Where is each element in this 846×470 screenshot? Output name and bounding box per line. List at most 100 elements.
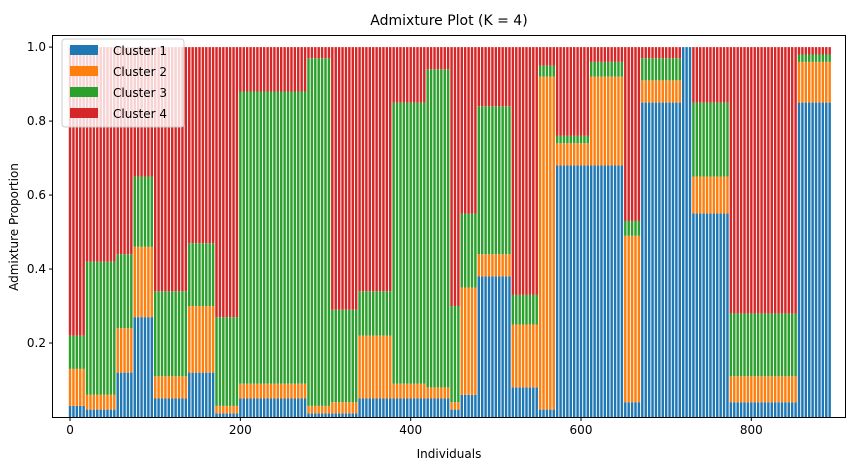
bar-segment-1	[773, 402, 777, 417]
bar-segment-3	[528, 294, 532, 325]
bar-segment-2	[457, 402, 460, 410]
bar-segment-4	[412, 47, 416, 103]
bar-segment-2	[269, 383, 273, 399]
bar-segment-3	[801, 54, 804, 62]
bar-segment-1	[453, 409, 457, 417]
bar-segment-3	[150, 176, 154, 247]
bar-segment-4	[668, 47, 671, 59]
bar-segment-2	[729, 376, 733, 403]
bar-segment-1	[167, 398, 171, 417]
bar-segment-3	[293, 91, 297, 384]
bar-segment-3	[491, 106, 494, 255]
bar-segment-3	[341, 309, 344, 403]
bar-segment-1	[770, 402, 773, 417]
bar-segment-1	[487, 276, 491, 417]
bar-segment-2	[668, 80, 671, 103]
bar-segment-1	[208, 372, 211, 417]
bar-segment-3	[99, 261, 102, 395]
bar-segment-4	[99, 47, 102, 262]
bar-segment-3	[361, 291, 365, 336]
bar-segment-2	[538, 76, 542, 410]
bar-segment-1	[552, 409, 555, 417]
bar-segment-3	[113, 261, 116, 395]
bar-segment-2	[106, 394, 109, 410]
bar-segment-1	[116, 372, 119, 417]
bar-segment-2	[276, 383, 280, 399]
bar-segment-2	[440, 387, 443, 399]
bar-segment-1	[589, 165, 593, 417]
y-tick-label: 0.8	[27, 114, 46, 128]
bar-segment-2	[409, 383, 412, 399]
bar-segment-4	[814, 47, 818, 55]
bar-segment-3	[440, 69, 443, 388]
bar-segment-3	[603, 61, 607, 77]
bar-segment-3	[453, 306, 457, 403]
bar-segment-2	[746, 376, 750, 403]
bar-segment-2	[167, 376, 171, 399]
legend-label: Cluster 1	[113, 44, 167, 58]
bar-segment-4	[654, 47, 658, 59]
bar-segment-1	[818, 102, 821, 417]
bar-segment-1	[252, 398, 256, 417]
bar-segment-4	[423, 47, 426, 103]
bar-segment-2	[423, 383, 426, 399]
bar-segment-4	[733, 47, 736, 314]
bar-segment-4	[647, 47, 651, 59]
bar-segment-2	[634, 235, 637, 403]
bar-segment-2	[160, 376, 164, 399]
bar-segment-4	[790, 47, 794, 314]
bar-segment-4	[446, 47, 450, 70]
bar-segment-2	[314, 405, 317, 414]
bar-segment-1	[399, 398, 402, 417]
bar-segment-4	[188, 47, 191, 244]
bar-segment-4	[528, 47, 532, 295]
bar-segment-3	[160, 291, 164, 377]
bar-segment-2	[191, 306, 194, 373]
bar-segment-2	[525, 324, 528, 388]
bar-segment-1	[808, 102, 811, 417]
bar-segment-2	[266, 383, 269, 399]
bar-segment-2	[678, 80, 682, 103]
bar-segment-1	[559, 165, 562, 417]
bar-segment-2	[607, 76, 610, 166]
bar-segment-1	[746, 402, 750, 417]
bar-segment-1	[542, 409, 545, 417]
bar-segment-1	[709, 213, 712, 417]
bar-segment-2	[235, 405, 239, 414]
bar-segment-3	[280, 91, 283, 384]
bar-segment-3	[651, 58, 654, 81]
bar-segment-4	[545, 47, 549, 66]
bar-segment-4	[695, 47, 699, 103]
bar-segment-1	[266, 398, 269, 417]
bar-segment-2	[637, 235, 641, 403]
x-tick-label: 400	[399, 423, 422, 437]
bar-segment-4	[630, 47, 634, 221]
bar-segment-2	[647, 80, 651, 103]
bar-segment-3	[119, 254, 123, 329]
bar-segment-1	[630, 402, 634, 417]
bar-segment-1	[511, 387, 515, 417]
bar-segment-4	[392, 47, 395, 103]
bar-segment-3	[171, 291, 174, 377]
bar-segment-1	[354, 413, 358, 417]
bar-segment-1	[389, 398, 392, 417]
bar-segment-2	[579, 143, 583, 166]
bar-segment-1	[395, 398, 399, 417]
bar-segment-4	[576, 47, 579, 136]
bar-segment-2	[293, 383, 297, 399]
bar-segment-3	[344, 309, 348, 403]
bar-segment-2	[504, 254, 508, 277]
bar-segment-4	[712, 47, 716, 103]
bar-segment-3	[589, 61, 593, 77]
bar-segment-1	[290, 398, 293, 417]
bar-segment-4	[702, 47, 705, 103]
bar-segment-2	[477, 254, 481, 277]
bar-segment-1	[283, 398, 286, 417]
bar-segment-1	[89, 409, 92, 417]
bar-segment-2	[661, 80, 664, 103]
bar-segment-1	[419, 398, 423, 417]
bar-segment-1	[269, 398, 273, 417]
bar-segment-4	[283, 47, 286, 92]
bar-segment-4	[463, 47, 467, 214]
bar-segment-1	[545, 409, 549, 417]
